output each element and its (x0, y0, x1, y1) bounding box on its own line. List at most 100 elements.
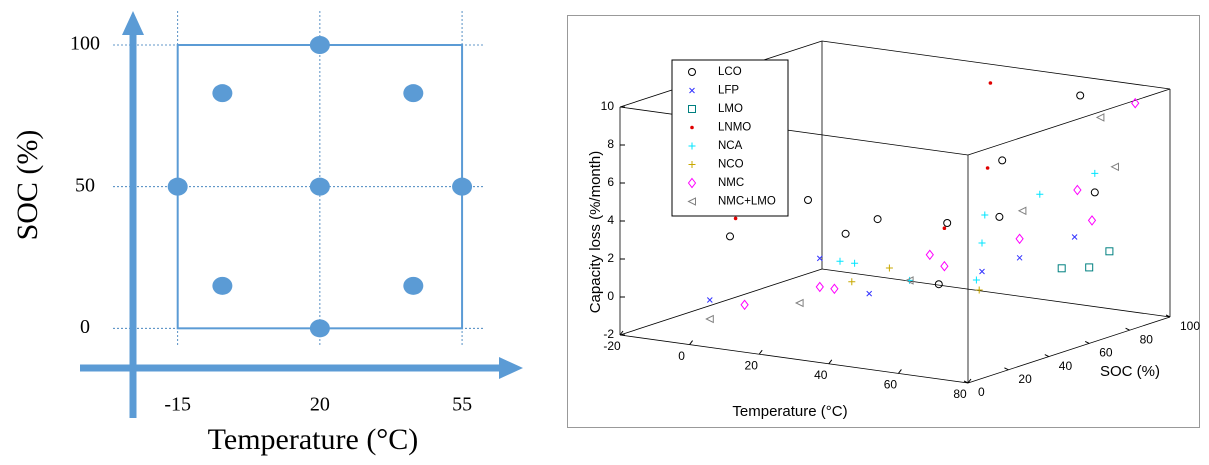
legend-label: LNMO (718, 122, 751, 134)
y-tick (1165, 314, 1171, 318)
marker-shape (1095, 113, 1105, 122)
marker-shape (943, 219, 952, 227)
box-edge (619, 268, 823, 336)
marker-shape (975, 286, 983, 294)
marker-shape (873, 215, 882, 224)
marker-shape (1017, 206, 1027, 216)
marker (1057, 264, 1066, 273)
marker (1110, 162, 1119, 172)
marker-shape (885, 264, 893, 272)
x-tick-label: 80 (953, 387, 967, 401)
marker-shape (1087, 215, 1097, 226)
x-axis-label: Temperature (°C) (732, 403, 847, 420)
marker-shape (690, 125, 694, 130)
marker (934, 280, 943, 289)
marker-shape (689, 87, 695, 94)
marker-shape (740, 299, 749, 311)
z-tick-label: 4 (607, 213, 614, 227)
marker-shape (815, 281, 824, 293)
marker-shape (706, 297, 713, 303)
marker (706, 297, 713, 303)
y-tick-label: 100 (1180, 319, 1200, 333)
x-tick (828, 359, 833, 365)
box-edge (619, 334, 969, 384)
marker-shape (688, 105, 696, 113)
box-edge (967, 88, 1171, 156)
y-tick-label: 0 (80, 316, 90, 338)
marker-shape (841, 229, 850, 238)
design-point (309, 36, 330, 54)
marker (975, 286, 983, 294)
x-tick-label: 40 (814, 368, 828, 382)
marker-shape (1090, 188, 1099, 197)
legend-label: NMC+LMO (718, 196, 776, 208)
z-tick-label: 10 (601, 99, 615, 113)
x-tick (619, 330, 624, 336)
marker (726, 232, 734, 241)
marker (1017, 206, 1027, 216)
marker (1076, 91, 1085, 100)
marker-shape (848, 278, 856, 286)
y-tick-label: 20 (1018, 372, 1032, 386)
marker-shape (836, 257, 844, 265)
marker (873, 215, 882, 224)
marker-shape (688, 161, 696, 168)
design-point (167, 177, 188, 196)
box-edge (967, 316, 1171, 384)
marker-shape (1073, 184, 1082, 196)
legend-label: LFP (718, 85, 739, 97)
design-point (309, 319, 330, 338)
marker-shape (1110, 162, 1119, 172)
x-tick-label: 20 (745, 358, 759, 372)
x-tick-label: 55 (452, 394, 472, 416)
marker-shape (705, 314, 714, 324)
marker (925, 249, 934, 261)
y-tick-label: 80 (1140, 332, 1154, 346)
y-tick-label: 60 (1099, 346, 1113, 360)
y-axis-label: SOC (%) (11, 130, 44, 241)
x-tick (898, 369, 902, 374)
marker (848, 278, 856, 286)
marker (816, 255, 823, 262)
marker (794, 298, 804, 308)
x-tick-label: -15 (164, 394, 191, 416)
y-tick-label: 40 (1059, 359, 1073, 373)
z-tick-label: 8 (607, 137, 614, 151)
marker (1016, 254, 1023, 261)
marker (1073, 184, 1082, 196)
marker-shape (904, 276, 914, 285)
marker (688, 105, 696, 113)
marker-shape (1076, 91, 1085, 100)
x-tick-label: 0 (678, 349, 685, 363)
marker (815, 281, 824, 293)
marker (705, 314, 714, 324)
marker (689, 87, 695, 94)
marker-shape (688, 142, 696, 150)
marker (690, 125, 694, 130)
marker-shape (940, 260, 949, 272)
y-tick-label: 50 (75, 174, 95, 196)
x-tick (758, 349, 763, 355)
y-tick-label: 100 (70, 33, 100, 55)
marker-shape (1105, 247, 1114, 256)
marker (906, 276, 914, 284)
y-tick (1004, 367, 1009, 371)
marker-shape (726, 232, 734, 241)
marker (1131, 97, 1140, 109)
marker (1090, 188, 1099, 197)
marker (804, 196, 812, 204)
marker (688, 161, 696, 168)
marker (688, 68, 696, 76)
marker (1105, 247, 1114, 256)
z-tick-label: 0 (607, 289, 614, 303)
marker (998, 156, 1007, 165)
marker-shape (979, 268, 985, 275)
design-point (309, 177, 330, 196)
design-point (452, 177, 473, 196)
marker-shape (1036, 190, 1044, 198)
marker (942, 226, 947, 230)
marker-shape (972, 276, 980, 284)
marker-shape (942, 226, 947, 230)
x-tick (689, 340, 693, 345)
